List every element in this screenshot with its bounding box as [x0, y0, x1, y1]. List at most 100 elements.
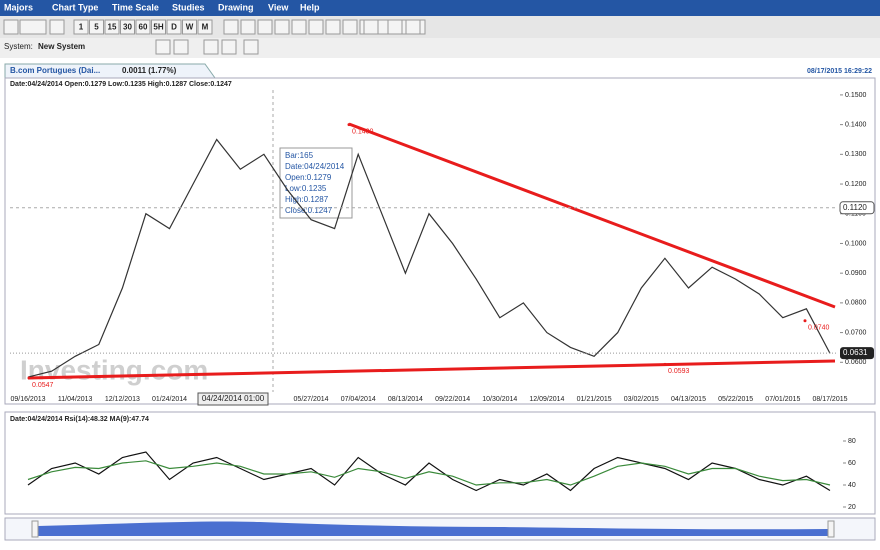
series-line — [27, 451, 831, 492]
menu-item[interactable]: View — [268, 2, 289, 12]
crosshair-y-box — [839, 201, 875, 215]
y-tick-label: 0.0600 — [845, 359, 867, 366]
tool-button[interactable] — [342, 19, 358, 35]
x-tick-label: 04/13/2015 — [671, 396, 706, 403]
series-line — [27, 460, 831, 486]
menu-item[interactable]: Studies — [172, 2, 205, 12]
tab-title: B.com Portugues (Dai... — [10, 66, 100, 75]
tool-button[interactable] — [291, 19, 307, 35]
tooltip-line: Bar:165 — [285, 151, 314, 160]
interval-button[interactable] — [120, 19, 135, 35]
interval-label: D — [171, 23, 177, 32]
crosshair-y-label: 0.1120 — [843, 203, 867, 212]
system-bar — [0, 38, 880, 58]
series-line — [27, 138, 831, 378]
y-tick-label: 0.1000 — [845, 240, 867, 247]
interval-button[interactable] — [89, 19, 104, 35]
tooltip-line: Low:0.1235 — [285, 184, 327, 193]
interval-button[interactable] — [151, 19, 166, 35]
navigator-handle[interactable] — [31, 520, 39, 538]
tool-button[interactable] — [3, 19, 19, 35]
annotation-point — [803, 319, 807, 323]
tooltip — [279, 147, 353, 219]
annotation: 0.0547 — [32, 382, 54, 389]
tool-button[interactable] — [274, 19, 290, 35]
x-tick-label: 01/24/2014 — [152, 396, 187, 403]
rsi-title: Date:04/24/2014 Rsi(14):48.32 MA(9):47.7… — [10, 416, 149, 423]
watermark: Investing.com — [20, 354, 208, 385]
x-tick-label: 12/09/2014 — [529, 396, 564, 403]
interval-label: 15 — [108, 23, 117, 32]
x-tick-label: 12/12/2013 — [105, 396, 140, 403]
tool-button[interactable] — [223, 19, 239, 35]
interval-button[interactable] — [182, 19, 197, 35]
interval-label: 1 — [79, 23, 84, 32]
annotation: 0.0593 — [668, 368, 690, 375]
interval-button[interactable] — [104, 19, 120, 35]
tool-button[interactable] — [325, 19, 341, 35]
interval-button[interactable] — [197, 19, 213, 35]
system-button[interactable] — [203, 39, 219, 55]
system-label: System: — [4, 42, 33, 51]
system-button[interactable] — [243, 39, 259, 55]
tool-button[interactable] — [308, 19, 324, 35]
tool-button[interactable] — [405, 19, 421, 35]
navigator-area — [38, 521, 828, 536]
y-tick-label: 0.1500 — [845, 92, 867, 99]
toolbar — [0, 16, 880, 38]
rsi-panel — [4, 411, 876, 515]
y-tick-label: 0.1300 — [845, 151, 867, 158]
tool-button[interactable] — [387, 19, 403, 35]
main-title: Date:04/24/2014 Open:0.1279 Low:0.1235 H… — [10, 81, 232, 88]
x-tick-label: 05/22/2015 — [718, 396, 753, 403]
x-tick-label: 11/04/2013 — [58, 396, 93, 403]
y-tick-label: 80 — [848, 438, 856, 445]
menu-item[interactable]: Time Scale — [112, 2, 159, 12]
menu-item[interactable]: Chart Type — [52, 2, 98, 12]
system-button[interactable] — [155, 39, 171, 55]
x-tick-label: 05/27/2014 — [294, 396, 329, 403]
y-tick-label: 40 — [848, 482, 856, 489]
menu-item[interactable]: Help — [300, 2, 320, 12]
tab-change: 0.0011 (1.77%) — [122, 66, 177, 75]
menu-item[interactable]: Majors — [4, 2, 33, 12]
y-tick-label: 0.1400 — [845, 121, 867, 128]
system-button[interactable] — [173, 39, 189, 55]
crosshair-x-box — [197, 392, 269, 406]
system-name: New System — [38, 42, 85, 51]
menu-item[interactable]: Drawing — [218, 2, 254, 12]
tooltip-line: Open:0.1279 — [285, 173, 332, 182]
last-price-box — [840, 347, 874, 360]
interval-button[interactable] — [135, 19, 151, 35]
tool-button[interactable] — [49, 19, 65, 35]
annotation-point — [663, 362, 667, 366]
x-tick-label: 07/04/2014 — [341, 396, 376, 403]
y-tick-label: 0.0900 — [845, 270, 867, 277]
toolbar-buttons: 1 5 15 30 60 5H D W M — [3, 19, 426, 35]
tooltip-line: Close:0.1247 — [285, 206, 333, 215]
annotation: 0.1400 — [352, 128, 374, 135]
interval-label: 60 — [139, 23, 148, 32]
y-tick-label: 0.1200 — [845, 181, 867, 188]
interval-button[interactable] — [166, 19, 182, 35]
x-tick-label: 09/16/2013 — [10, 396, 45, 403]
trend-line — [348, 122, 836, 309]
timestamp: 08/17/2015 16:29:22 — [807, 68, 872, 75]
tool-button[interactable] — [240, 19, 256, 35]
system-button[interactable] — [221, 39, 237, 55]
last-price-label: 0.0631 — [843, 348, 868, 357]
x-tick-label: 07/01/2015 — [765, 396, 800, 403]
annotation-point — [347, 123, 351, 127]
tool-button[interactable] — [257, 19, 273, 35]
tool-button[interactable] — [363, 19, 379, 35]
x-tick-label: 03/02/2015 — [624, 396, 659, 403]
tooltip-lines: Bar:165 Date:04/24/2014 Open:0.1279 Low:0.1… — [285, 151, 345, 215]
x-tick-label: 08/13/2014 — [388, 396, 423, 403]
interval-button[interactable] — [73, 19, 89, 35]
tool-button[interactable] — [19, 19, 47, 35]
y-tick-label: 20 — [848, 504, 856, 511]
menu: Majors Chart Type Time Scale Studies Drawing… — [4, 2, 320, 12]
navigator-handle[interactable] — [827, 520, 835, 538]
